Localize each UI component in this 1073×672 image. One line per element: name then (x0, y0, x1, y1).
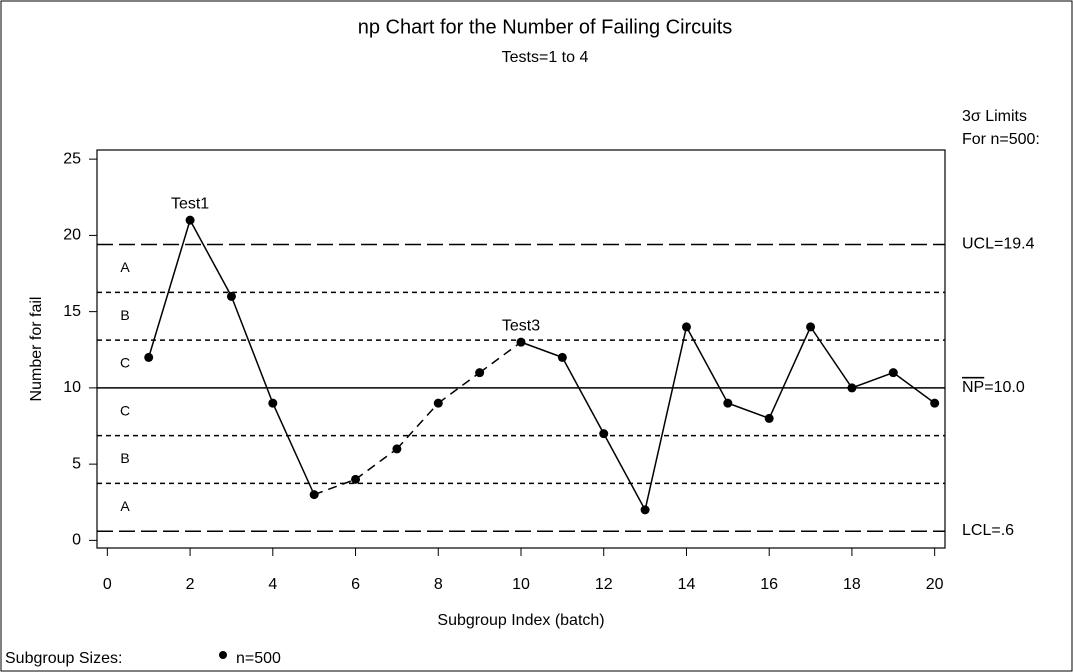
center-name: NP (962, 379, 984, 396)
connector (809, 326, 853, 389)
data-point (806, 322, 816, 332)
zone-label: A (120, 259, 130, 275)
connector (313, 478, 356, 496)
ucl-value: =19.4 (994, 236, 1035, 253)
y-tick-label: 10 (63, 379, 81, 396)
data-point (764, 413, 774, 423)
data-point (185, 215, 195, 225)
y-tick-label: 25 (63, 150, 81, 167)
connector (851, 371, 894, 389)
connector (272, 402, 315, 495)
connector (396, 402, 439, 450)
data-point (599, 429, 609, 439)
y-tick-label: 15 (63, 303, 81, 320)
data-point (516, 337, 526, 347)
chart-title: np Chart for the Number of Failing Circu… (358, 16, 733, 38)
data-point (723, 398, 733, 408)
zone-label: C (120, 355, 130, 371)
connector (644, 326, 688, 511)
data-point (309, 490, 319, 500)
y-axis-label: Number for fail (28, 297, 45, 402)
data-point (681, 322, 691, 332)
legend-title: Subgroup Sizes: (5, 650, 122, 667)
connector (768, 326, 812, 419)
zone-label: B (120, 307, 129, 323)
connector (603, 433, 646, 511)
data-point (268, 398, 278, 408)
x-tick-label: 12 (595, 576, 613, 593)
annotation: Test1 (171, 195, 209, 212)
x-tick-label: 6 (351, 576, 360, 593)
data-point (847, 383, 857, 393)
zone-label: A (120, 498, 130, 514)
y-tick-label: 5 (72, 455, 81, 472)
limits-title: For n=500: (962, 131, 1040, 148)
lcl-name: LCL (962, 522, 991, 539)
x-tick-label: 18 (843, 576, 861, 593)
ucl-label: UCL=19.4 (962, 236, 1035, 253)
x-tick-label: 16 (760, 576, 778, 593)
connector (147, 219, 191, 358)
data-point (930, 398, 940, 408)
data-point (351, 474, 361, 484)
data-point (475, 368, 485, 378)
annotation: Test3 (502, 317, 540, 334)
plot-frame (96, 149, 946, 549)
chart-subtitle: Tests=1 to 4 (502, 49, 589, 66)
connector (892, 372, 936, 404)
x-tick-label: 10 (512, 576, 530, 593)
x-tick-label: 20 (926, 576, 944, 593)
connector (520, 341, 563, 359)
zone-label: C (120, 402, 130, 418)
connector (561, 357, 605, 434)
connector (230, 296, 274, 404)
x-tick-label: 8 (434, 576, 443, 593)
limits-title: 3σ Limits (962, 108, 1027, 125)
x-tick-label: 0 (103, 576, 112, 593)
x-tick-label: 2 (186, 576, 195, 593)
data-point (392, 444, 402, 454)
legend-marker (219, 651, 227, 659)
legend-entry: n=500 (236, 650, 281, 667)
y-tick-label: 20 (63, 227, 81, 244)
connector (685, 326, 729, 404)
connector (437, 372, 481, 404)
center-value: =10.0 (984, 379, 1025, 396)
zone-label: B (120, 450, 129, 466)
y-tick-label: 0 (72, 532, 81, 549)
connector (355, 448, 398, 480)
lcl-label: LCL=.6 (962, 522, 1014, 539)
x-tick-label: 4 (268, 576, 277, 593)
connector (479, 341, 522, 374)
data-point (640, 505, 650, 515)
x-axis-label: Subgroup Index (batch) (437, 612, 604, 629)
data-point (226, 291, 236, 301)
center-label: NP=10.0 (962, 379, 1025, 396)
ucl-name: UCL (962, 236, 994, 253)
x-tick-label: 14 (678, 576, 696, 593)
lcl-value: =.6 (991, 522, 1014, 539)
data-point (144, 352, 154, 362)
connector (727, 402, 770, 420)
data-point (433, 398, 443, 408)
connector (189, 219, 233, 297)
data-point (888, 368, 898, 378)
data-point (557, 352, 567, 362)
